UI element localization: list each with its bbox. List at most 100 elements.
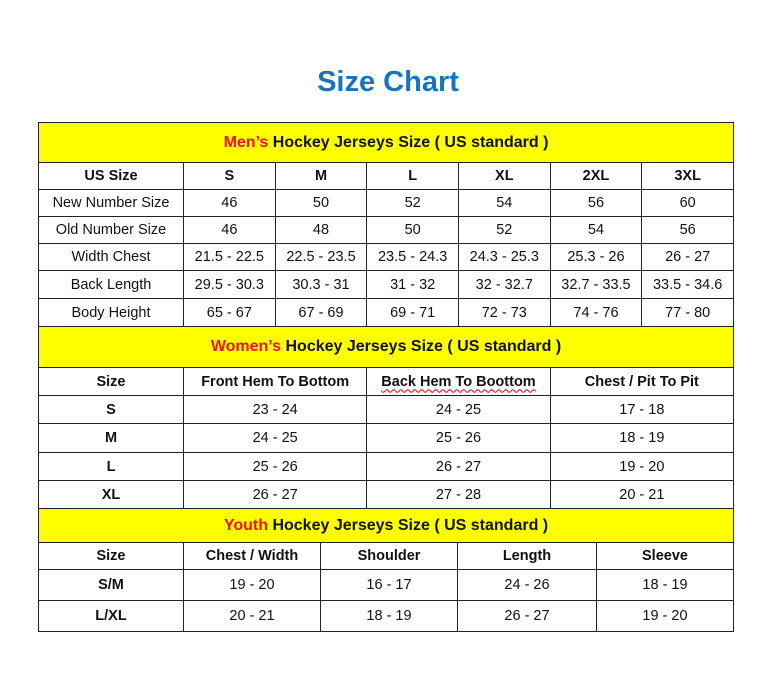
table-cell: 19 - 20 — [549, 452, 735, 481]
table-cell: 67 - 69 — [274, 298, 368, 327]
column-header-label: 2XL — [582, 168, 610, 184]
row-label: S — [38, 395, 184, 424]
table-cell: 32.7 - 33.5 — [549, 270, 643, 299]
column-header-label: US Size — [84, 168, 138, 184]
mens-column-header: L — [366, 162, 459, 190]
table-cell: 50 — [274, 189, 368, 217]
womens-header: Women’s Hockey Jerseys Size ( US standar… — [38, 326, 734, 368]
table-cell: 54 — [549, 216, 643, 244]
womens-header-highlight: Women’s — [210, 338, 282, 355]
youth-column-header: Size — [38, 542, 184, 570]
column-header-label: Shoulder — [357, 548, 421, 564]
table-cell: 54 — [457, 189, 551, 217]
table-cell: 65 - 67 — [183, 298, 276, 327]
womens-table-row: S 23 - 24 24 - 25 17 - 18 — [38, 395, 735, 424]
youth-header-text: Hockey Jerseys Size ( US standard ) — [268, 516, 549, 534]
column-header-label: Length — [502, 548, 552, 564]
row-label: Body Height — [38, 298, 184, 327]
column-header-label: Size — [96, 548, 126, 564]
table-cell: 25.3 - 26 — [549, 243, 643, 271]
row-label: L — [38, 452, 184, 481]
table-cell: 30.3 - 31 — [274, 270, 368, 299]
table-cell: 25 - 26 — [366, 423, 551, 453]
womens-column-header: Back Hem To Boottom — [366, 367, 551, 396]
table-cell: 19 - 20 — [596, 600, 734, 632]
table-cell: 52 — [457, 216, 551, 244]
row-label: Width Chest — [38, 243, 184, 271]
table-cell: 18 - 19 — [596, 569, 734, 601]
womens-header-text: Hockey Jerseys Size ( US standard ) — [281, 338, 562, 355]
mens-column-header: US Size — [38, 162, 184, 190]
mens-column-header: 2XL — [549, 162, 643, 190]
womens-size-table: Women’s Hockey Jerseys Size ( US standar… — [38, 326, 735, 509]
table-cell: 20 - 21 — [183, 600, 321, 632]
womens-column-header-row: Size Front Hem To Bottom Back Hem To Boott… — [38, 367, 735, 396]
row-label: New Number Size — [38, 189, 184, 217]
table-cell: 26 - 27 — [641, 243, 734, 271]
row-label: Old Number Size — [38, 216, 184, 244]
table-cell: 74 - 76 — [549, 298, 643, 327]
row-label: XL — [38, 480, 184, 509]
table-cell: 56 — [549, 189, 643, 217]
table-cell: 46 — [183, 216, 276, 244]
table-cell: 56 — [641, 216, 734, 244]
womens-column-header: Size — [38, 367, 184, 396]
column-header-label: Chest / Width — [205, 548, 299, 564]
column-header-label: L — [408, 168, 418, 184]
mens-table-row: Width Chest 21.5 - 22.5 22.5 - 23.5 23.5 - … — [38, 243, 734, 271]
table-cell: 69 - 71 — [366, 298, 459, 327]
youth-header-highlight: Youth — [223, 516, 268, 534]
youth-size-table: Youth Hockey Jerseys Size ( US standard … — [38, 508, 734, 632]
table-cell: 24 - 26 — [457, 569, 597, 601]
table-cell: 18 - 19 — [320, 600, 458, 632]
column-header-label: Size — [96, 373, 126, 390]
table-cell: 20 - 21 — [549, 480, 735, 509]
table-cell: 22.5 - 23.5 — [274, 243, 368, 271]
table-cell: 60 — [641, 189, 734, 217]
row-label: S/M — [38, 569, 184, 601]
table-cell: 18 - 19 — [549, 423, 735, 453]
table-cell: 19 - 20 — [183, 569, 321, 601]
mens-header-text: Hockey Jerseys Size ( US standard ) — [268, 133, 549, 151]
table-cell: 23.5 - 24.3 — [366, 243, 459, 271]
column-header-label: XL — [495, 168, 514, 184]
table-cell: 23 - 24 — [182, 395, 368, 424]
table-cell: 21.5 - 22.5 — [183, 243, 276, 271]
mens-size-table: Men’s Hockey Jerseys Size ( US standard … — [38, 122, 734, 327]
mens-column-header: 3XL — [641, 162, 734, 190]
table-cell: 72 - 73 — [457, 298, 551, 327]
table-cell: 24 - 25 — [366, 395, 551, 424]
column-header-label: Chest / Pit To Pit — [584, 373, 699, 390]
youth-column-header: Chest / Width — [183, 542, 321, 570]
youth-column-header-row: Size Chest / Width Shoulder Length Sleeve — [38, 542, 734, 570]
table-cell: 24 - 25 — [182, 423, 368, 453]
mens-table-row: Back Length 29.5 - 30.3 30.3 - 31 31 - 32 32… — [38, 270, 734, 299]
column-header-label: 3XL — [674, 168, 701, 184]
youth-header: Youth Hockey Jerseys Size ( US standard … — [38, 508, 734, 543]
mens-table-row: Body Height 65 - 67 67 - 69 69 - 71 72 - 73 7… — [38, 298, 734, 327]
table-cell: 77 - 80 — [641, 298, 734, 327]
womens-table-row: XL 26 - 27 27 - 28 20 - 21 — [38, 480, 735, 509]
mens-column-header-row: US Size S M L XL 2XL 3XL — [38, 162, 734, 190]
table-cell: 27 - 28 — [366, 480, 551, 509]
table-cell: 24.3 - 25.3 — [457, 243, 551, 271]
youth-table-row: L/XL 20 - 21 18 - 19 26 - 27 19 - 20 — [38, 600, 734, 632]
mens-column-header: XL — [457, 162, 551, 190]
womens-column-header: Front Hem To Bottom — [182, 367, 368, 396]
mens-table-row: Old Number Size 46 48 50 52 54 56 — [38, 216, 734, 244]
womens-table-row: M 24 - 25 25 - 26 18 - 19 — [38, 423, 735, 453]
table-cell: 26 - 27 — [366, 452, 551, 481]
youth-column-header: Sleeve — [596, 542, 734, 570]
table-cell: 32 - 32.7 — [457, 270, 551, 299]
table-cell: 52 — [366, 189, 459, 217]
womens-table-row: L 25 - 26 26 - 27 19 - 20 — [38, 452, 735, 481]
table-cell: 48 — [274, 216, 368, 244]
table-cell: 46 — [183, 189, 276, 217]
column-header-label: Back Hem To Boottom — [381, 373, 536, 390]
column-header-label: M — [314, 168, 328, 184]
table-cell: 26 - 27 — [182, 480, 368, 509]
column-header-label: Front Hem To Bottom — [201, 373, 350, 390]
table-cell: 26 - 27 — [457, 600, 597, 632]
table-cell: 33.5 - 34.6 — [641, 270, 734, 299]
row-label: M — [38, 423, 184, 453]
